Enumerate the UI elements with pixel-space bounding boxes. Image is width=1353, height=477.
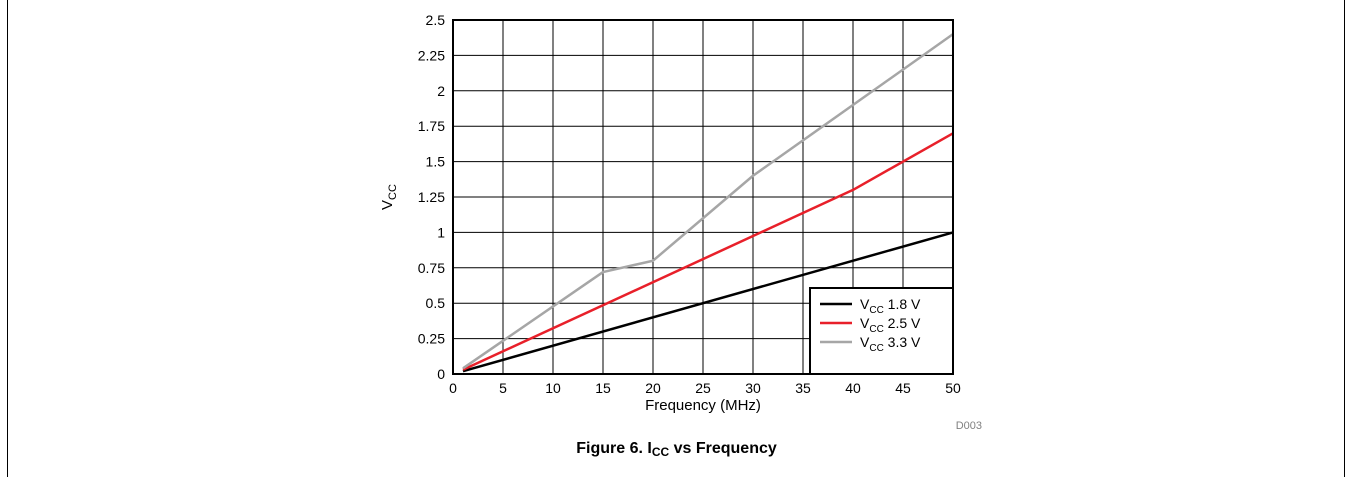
legend-label-main: V xyxy=(860,296,870,312)
y-tick-label: 0.5 xyxy=(426,295,446,311)
x-tick-label: 30 xyxy=(745,380,761,396)
legend-label-sub: CC xyxy=(869,343,883,354)
x-tick-label: 0 xyxy=(449,380,457,396)
legend-label-sub: CC xyxy=(869,324,883,335)
y-axis-label-main: V xyxy=(379,200,396,210)
x-tick-label: 5 xyxy=(499,380,507,396)
y-tick-label: 0.75 xyxy=(418,260,445,276)
y-tick-label: 0 xyxy=(437,366,445,382)
y-tick-label: 2.25 xyxy=(418,47,445,63)
x-tick-labels: 0 5 10 15 20 25 30 35 40 45 50 xyxy=(449,380,961,396)
legend-label-sub: CC xyxy=(869,305,883,316)
y-tick-label: 1.25 xyxy=(418,189,445,205)
x-tick-label: 20 xyxy=(645,380,661,396)
plot-area-border xyxy=(452,19,954,375)
y-tick-label: 2.5 xyxy=(426,12,446,28)
left-frame-border xyxy=(7,0,8,477)
x-tick-label: 45 xyxy=(895,380,911,396)
x-tick-label: 50 xyxy=(945,380,961,396)
legend-label-suffix: 3.3 V xyxy=(884,334,921,350)
y-tick-label: 1 xyxy=(437,224,445,240)
caption-suffix: vs Frequency xyxy=(669,440,777,457)
x-tick-label: 10 xyxy=(545,380,561,396)
x-tick-label: 35 xyxy=(795,380,811,396)
caption-prefix: Figure 6. I xyxy=(576,440,652,457)
x-tick-label: 40 xyxy=(845,380,861,396)
y-tick-label: 1.75 xyxy=(418,118,445,134)
legend-label-suffix: 1.8 V xyxy=(884,296,921,312)
y-tick-label: 0.25 xyxy=(418,331,445,347)
legend-label-main: V xyxy=(860,315,870,331)
series-line-1 xyxy=(462,231,954,373)
figure-caption: Figure 6. ICC vs Frequency xyxy=(0,440,1353,459)
y-tick-labels: 0 0.25 0.5 0.75 1 1.25 1.5 1.75 2 2.25 2.5 xyxy=(418,12,445,382)
x-axis-label: Frequency (MHz) xyxy=(645,397,761,414)
legend-label-1: VCC 1.8 V xyxy=(860,296,921,316)
legend-label-suffix: 2.5 V xyxy=(884,315,921,331)
series-line-3 xyxy=(462,33,954,370)
y-axis-label-sub: CC xyxy=(387,184,399,200)
figure-id: D003 xyxy=(956,420,982,432)
series-line-2 xyxy=(462,132,954,371)
legend-label-2: VCC 2.5 V xyxy=(860,315,921,335)
caption-subscript: CC xyxy=(651,445,670,459)
series-lines xyxy=(462,33,954,373)
legend-label-main: V xyxy=(860,334,870,350)
legend-box xyxy=(809,287,954,375)
y-tick-label: 2 xyxy=(437,83,445,99)
legend-label-3: VCC 3.3 V xyxy=(860,334,921,354)
x-tick-label: 25 xyxy=(695,380,711,396)
right-frame-border xyxy=(1344,0,1345,477)
y-tick-label: 1.5 xyxy=(426,154,446,170)
x-tick-label: 15 xyxy=(595,380,611,396)
y-axis-label: VCC xyxy=(379,184,399,210)
